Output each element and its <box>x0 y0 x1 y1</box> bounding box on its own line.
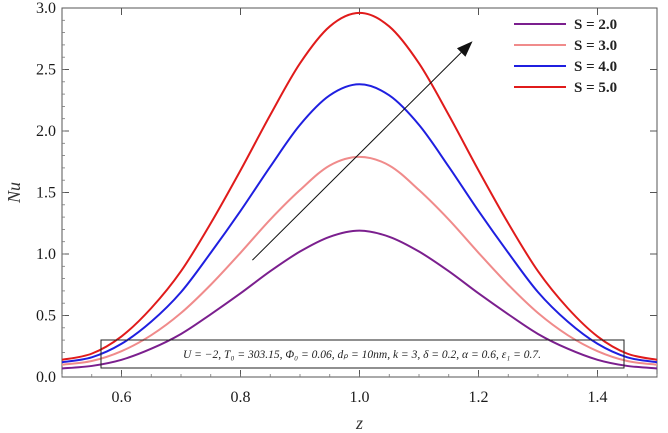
axis-ticks: 0.6 0.8 1.0 1.2 1.4 0.0 0.5 1.0 1.5 2.0 2.5 3.0 <box>36 0 658 406</box>
x-tick-label: 0.6 <box>112 389 132 406</box>
x-tick-label: 0.8 <box>231 389 251 406</box>
parameter-annotation-box: U = −2, T₀ = 303.15, Φ₀ = 0.06, dₚ = 10n… <box>100 339 625 369</box>
annotation-border <box>100 339 625 369</box>
series-line-2 <box>61 155 658 366</box>
y-tick-label: 2.0 <box>36 123 56 140</box>
legend: S = 2.0 S = 3.0 S = 4.0 S = 5.0 <box>514 17 617 96</box>
x-tick-label: 1.2 <box>469 389 489 406</box>
trend-arrow <box>252 41 473 261</box>
series-line-3 <box>61 83 658 364</box>
y-tick-label: 3.0 <box>36 0 56 17</box>
y-tick-label: 1.0 <box>36 246 56 263</box>
y-tick-label: 0.0 <box>36 369 56 386</box>
legend-label-4: S = 5.0 <box>574 80 617 96</box>
y-tick-label: 1.5 <box>36 185 56 202</box>
y-axis-label: Nu <box>4 182 24 204</box>
x-tick-label: 1.0 <box>350 389 370 406</box>
series-line-1 <box>61 229 658 370</box>
legend-label-3: S = 4.0 <box>574 59 617 75</box>
y-tick-label: 2.5 <box>36 62 56 79</box>
legend-label-1: S = 2.0 <box>574 17 617 33</box>
arrow-head <box>456 41 473 57</box>
annotation-text: U = −2, T₀ = 303.15, Φ₀ = 0.06, dₚ = 10n… <box>183 349 541 361</box>
x-tick-label: 1.4 <box>588 389 608 406</box>
x-axis-label: z <box>355 413 363 433</box>
series-lines <box>61 11 658 370</box>
y-tick-label: 0.5 <box>36 308 56 325</box>
legend-label-2: S = 3.0 <box>574 38 617 54</box>
arrow-shaft <box>252 52 462 261</box>
series-line-4 <box>61 11 658 361</box>
